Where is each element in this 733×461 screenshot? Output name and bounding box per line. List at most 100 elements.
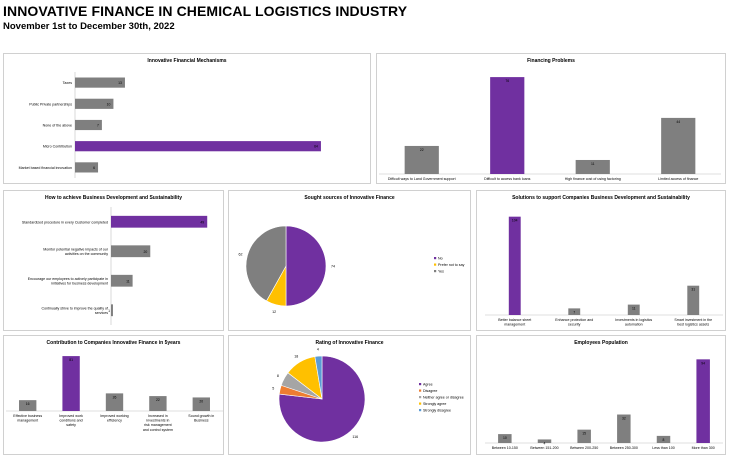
pie-slice xyxy=(278,355,366,443)
data-label: 76 xyxy=(505,79,509,83)
data-label: 81 xyxy=(69,358,73,362)
category-label: Between 250-300 xyxy=(610,446,638,450)
category-label: Effective business management xyxy=(13,414,42,423)
bar xyxy=(111,245,151,258)
bar xyxy=(111,274,133,287)
category-label: High finance cost of using factoring xyxy=(565,177,621,181)
category-label: Less than 100 xyxy=(652,446,675,450)
data-label: 20 xyxy=(143,250,147,254)
data-label: 22 xyxy=(420,148,424,152)
legend-label: Agree xyxy=(423,382,433,386)
panel-problems: Financing Problems 22 Difficult ways to L… xyxy=(376,53,726,184)
category-label: Monitor potential negative impacts of ou… xyxy=(43,247,109,256)
data-label: 20 xyxy=(199,399,203,403)
bar xyxy=(575,159,610,174)
bar xyxy=(75,98,114,109)
data-label: 64 xyxy=(314,145,318,149)
data-label: 11 xyxy=(591,162,595,166)
category-label: Micro Contribution xyxy=(43,145,72,149)
legend-label: No xyxy=(438,256,443,260)
data-label: 16 xyxy=(26,402,30,406)
bar xyxy=(105,393,124,411)
chart-achieve: Standardized procedure in every Customer… xyxy=(22,207,208,325)
bar xyxy=(75,119,102,131)
data-label: 116 xyxy=(352,435,358,439)
data-label: 62 xyxy=(239,253,243,257)
panel-mechanisms: Innovative Financial Mechanisms Taxes 13 P… xyxy=(3,53,371,184)
category-label: Investments in logistics automation xyxy=(615,318,652,327)
category-label: More than 300 xyxy=(692,446,715,450)
data-label: 12 xyxy=(272,310,276,314)
bar xyxy=(498,434,512,443)
data-label: 18 xyxy=(294,355,298,359)
bar xyxy=(490,77,525,174)
panel-sought: Sought sources of Innovative Finance 74 1… xyxy=(228,190,471,331)
data-label: 8 xyxy=(663,438,665,442)
data-label: 7 xyxy=(97,124,99,128)
legend-swatch xyxy=(419,402,422,405)
chart-title: Employees Population xyxy=(574,340,628,346)
bar xyxy=(192,397,210,411)
bar xyxy=(75,77,125,88)
chart-rating: 116 5 8 18 4 Agree Disagree Neither agree or di… xyxy=(272,348,464,443)
category-label: Enhance protection and security xyxy=(555,318,593,327)
category-label: Continually strive to improve the qualit… xyxy=(41,306,108,315)
chart-title: Sought sources of Innovative Finance xyxy=(304,195,395,201)
legend-label: Strongly disagree xyxy=(423,408,451,412)
data-label: 1 xyxy=(108,309,110,313)
chart-mechanisms: Taxes 13 Public Private partnerships 10 None… xyxy=(19,72,321,178)
data-label: 44 xyxy=(676,120,680,124)
pie-slice xyxy=(245,225,287,302)
bar xyxy=(577,429,591,443)
category-label: Encourage our employees to actively part… xyxy=(28,277,108,286)
category-label: Between 200-250 xyxy=(570,446,598,450)
chart-solutions: 104 Better balance sheet management 7 Enhanc… xyxy=(485,216,723,327)
category-label: Public Private partnerships xyxy=(29,102,72,106)
bar xyxy=(696,359,710,443)
data-label: 10 xyxy=(503,436,507,440)
data-label: 8 xyxy=(277,374,279,378)
legend-swatch xyxy=(419,396,422,399)
panel-solutions: Solutions to support Companies Business … xyxy=(476,190,726,331)
legend-swatch xyxy=(434,263,437,266)
chart-title: Rating of Innovative Finance xyxy=(315,340,384,346)
legend-swatch xyxy=(434,270,437,273)
legend-label: Strongly agree xyxy=(423,402,446,406)
bar xyxy=(508,216,521,315)
panel-contribution: Contribution to Companies Innovative Fin… xyxy=(3,335,224,455)
data-label: 94 xyxy=(701,361,705,365)
data-label: 13 xyxy=(118,81,122,85)
category-label: None of the above xyxy=(43,124,72,128)
panel-employees: Employees Population 10 Between 10-150 4 Be… xyxy=(476,335,726,455)
chart-sought: 74 12 62 No Prefer not to say Yes xyxy=(239,225,465,314)
bar xyxy=(687,285,700,315)
data-label: 74 xyxy=(331,265,335,269)
pie-slice xyxy=(285,225,327,307)
data-label: 7 xyxy=(573,310,575,314)
bar xyxy=(19,400,37,411)
category-label: Increased in investments in risk managemen… xyxy=(143,414,173,432)
legend-swatch xyxy=(419,383,422,386)
category-label: Difficult to access bank loans xyxy=(484,177,530,181)
category-label: Taxes xyxy=(63,81,73,85)
legend-label: Prefer not to say xyxy=(438,263,465,267)
data-label: 5 xyxy=(272,387,274,391)
category-label: Between 10-150 xyxy=(492,446,518,450)
bar xyxy=(111,215,208,228)
data-label: 26 xyxy=(113,395,117,399)
category-label: Improved work conditions and safety xyxy=(59,414,83,427)
chart-title: Financing Problems xyxy=(527,58,575,64)
legend-label: Neither agree or disagree xyxy=(423,395,464,399)
panel-rating: Rating of Innovative Finance 116 5 8 18 4 Agr… xyxy=(228,335,471,455)
chart-contribution: 16 Effective business management 81 Improved… xyxy=(6,356,223,432)
bar xyxy=(537,439,552,443)
bar xyxy=(111,304,113,317)
bar xyxy=(75,141,321,152)
page-title: INNOVATIVE FINANCE IN CHEMICAL LOGISTICS… xyxy=(3,3,408,19)
chart-title: How to achieve Business Development and … xyxy=(45,195,182,201)
data-label: 11 xyxy=(632,307,636,311)
bar xyxy=(149,396,167,411)
legend-label: Disagree xyxy=(423,389,437,393)
legend-swatch xyxy=(419,409,422,412)
category-label: Market based financial innovation xyxy=(19,166,72,170)
